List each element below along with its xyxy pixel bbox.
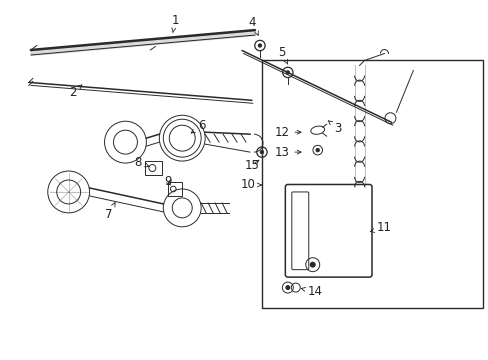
Text: 11: 11 xyxy=(369,221,391,234)
Text: 15: 15 xyxy=(244,158,259,172)
Circle shape xyxy=(259,150,264,154)
Text: 10: 10 xyxy=(240,179,261,192)
Text: 13: 13 xyxy=(274,145,301,159)
Text: 2: 2 xyxy=(69,85,82,99)
Circle shape xyxy=(257,43,262,48)
Circle shape xyxy=(285,285,290,290)
Text: 5: 5 xyxy=(278,46,287,64)
Text: 12: 12 xyxy=(274,126,301,139)
Circle shape xyxy=(315,148,319,152)
Text: 4: 4 xyxy=(248,16,258,35)
Text: 9: 9 xyxy=(164,175,172,189)
Text: 14: 14 xyxy=(301,285,322,298)
Text: 6: 6 xyxy=(191,119,205,133)
Text: 7: 7 xyxy=(104,203,115,221)
Circle shape xyxy=(309,262,315,268)
Bar xyxy=(262,60,482,307)
Text: 3: 3 xyxy=(328,121,341,135)
Text: 1: 1 xyxy=(171,14,179,33)
Text: 8: 8 xyxy=(135,156,149,168)
Circle shape xyxy=(285,70,289,75)
